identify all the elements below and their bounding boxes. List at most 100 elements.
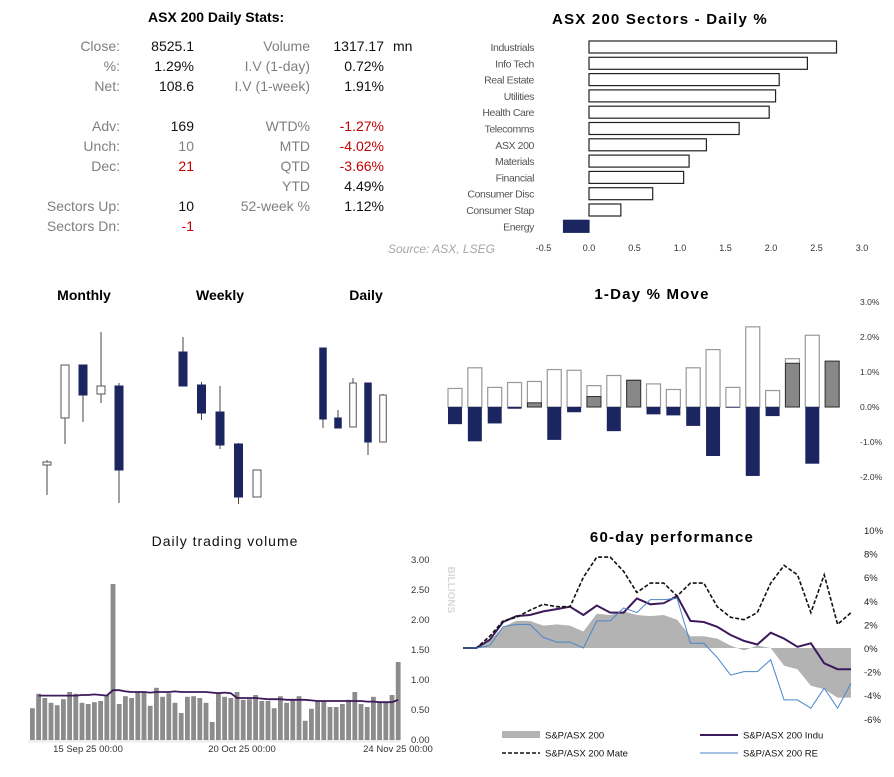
- high-bar: [725, 386, 741, 408]
- candle-body: [78, 364, 88, 396]
- candle-panel-title: Weekly: [196, 287, 244, 303]
- stat-value: 10: [178, 198, 194, 214]
- sector-bar: [588, 56, 808, 70]
- y-tick-label: 8%: [864, 550, 878, 561]
- stat-value: 4.49%: [344, 178, 384, 194]
- sector-bar: [588, 72, 780, 87]
- y-tick-label: 0.50: [411, 705, 430, 716]
- volume-bar: [85, 704, 91, 740]
- volume-bar: [364, 707, 370, 740]
- y-tick-label: 2.0%: [860, 332, 880, 342]
- stat-value: 21: [178, 158, 194, 174]
- low-bar: [547, 407, 562, 440]
- chart-title: Daily trading volume: [152, 533, 299, 549]
- volume-bar: [395, 662, 401, 740]
- y-tick-label: -2%: [864, 668, 881, 679]
- sector-bar: [588, 138, 707, 152]
- y-tick-label: 1.50: [411, 645, 430, 656]
- y-tick-label: 0.0%: [860, 402, 880, 412]
- high-bar: [705, 349, 721, 408]
- chart-title: 60-day performance: [590, 529, 754, 546]
- sector-bar: [588, 121, 740, 136]
- low-bar: [606, 407, 621, 432]
- stat-label: Close:: [80, 38, 120, 54]
- stat-value: 1.12%: [344, 198, 384, 214]
- volume-bar: [30, 708, 35, 740]
- candle-panel-title: Daily: [349, 287, 383, 303]
- stat-label: 52-week %: [240, 198, 310, 214]
- x-axis-baseline: [28, 739, 400, 743]
- low-bar: [448, 407, 462, 425]
- stat-label: Sectors Up:: [46, 198, 120, 214]
- candle-body: [215, 411, 225, 446]
- high-bar: [804, 334, 820, 408]
- category-label: Real Estate: [484, 75, 534, 87]
- x-tick-label: 0.0: [583, 243, 596, 253]
- category-label: Consumer Stap: [466, 205, 534, 217]
- y-tick-label: -1.0%: [860, 437, 883, 447]
- candle-body: [379, 394, 387, 443]
- volume-bar: [377, 702, 382, 740]
- volume-bar: [92, 702, 97, 740]
- stat-value: 1317.17: [333, 38, 384, 54]
- category-label: Financial: [496, 172, 534, 184]
- candle-body: [364, 382, 372, 443]
- average-line: [38, 689, 399, 704]
- low-bar: [725, 407, 740, 408]
- candle-body: [252, 469, 262, 498]
- high-bar: [566, 369, 582, 408]
- stat-value: -3.66%: [339, 158, 384, 174]
- stat-value: 1.29%: [154, 58, 194, 74]
- chart-title: ASX 200 Sectors - Daily %: [552, 11, 768, 28]
- stat-label: Net:: [94, 78, 120, 94]
- candle-body: [42, 461, 52, 466]
- volume-bar: [216, 693, 221, 740]
- volume-bar: [197, 698, 203, 740]
- volume-bar: [172, 702, 178, 740]
- stat-label: I.V (1-week): [234, 78, 310, 94]
- volume-bar: [61, 699, 66, 740]
- category-label: Materials: [495, 156, 534, 168]
- high-bar: [546, 368, 562, 408]
- volume-bar: [42, 698, 48, 740]
- high-bar: [645, 383, 662, 408]
- stat-label: %:: [103, 58, 120, 74]
- sector-bar: [562, 219, 590, 233]
- stat-label: I.V (1-day): [244, 58, 310, 74]
- stat-label: WTD%: [265, 118, 310, 134]
- stat-value: -1: [181, 218, 194, 234]
- volume-bar: [104, 695, 110, 740]
- volume-bar: [116, 704, 122, 740]
- y-tick-label: 10%: [864, 526, 884, 537]
- volume-bar: [135, 692, 141, 740]
- volume-bar: [259, 701, 265, 740]
- x-tick-label: 2.0: [765, 243, 778, 253]
- volume-bar: [36, 693, 41, 740]
- candle-body: [334, 417, 342, 429]
- high-bar: [606, 374, 622, 408]
- volume-bar: [290, 699, 296, 740]
- low-bar: [686, 407, 701, 426]
- volume-bar: [240, 699, 246, 740]
- close-bar: [784, 362, 800, 408]
- high-bar: [764, 389, 781, 408]
- close-bar: [526, 402, 542, 408]
- series-line: [463, 594, 851, 671]
- volume-bar: [389, 695, 395, 740]
- legend-label: S&P/ASX 200 RE: [743, 749, 818, 760]
- x-tick-label: 24 Nov 25 00:00: [363, 744, 433, 755]
- low-bar: [666, 407, 681, 416]
- y-tick-label: 2.50: [411, 585, 430, 596]
- series-area: [463, 611, 851, 698]
- low-bar: [745, 407, 760, 476]
- stat-label: Unch:: [83, 138, 120, 154]
- category-label: Health Care: [482, 107, 534, 119]
- y-tick-label: 0%: [864, 644, 878, 655]
- sector-bar: [588, 105, 770, 119]
- low-bar: [706, 407, 721, 456]
- sector-bar: [588, 203, 622, 217]
- volume-bar: [147, 705, 153, 740]
- volume-bar: [371, 696, 376, 740]
- volume-bar: [352, 692, 358, 740]
